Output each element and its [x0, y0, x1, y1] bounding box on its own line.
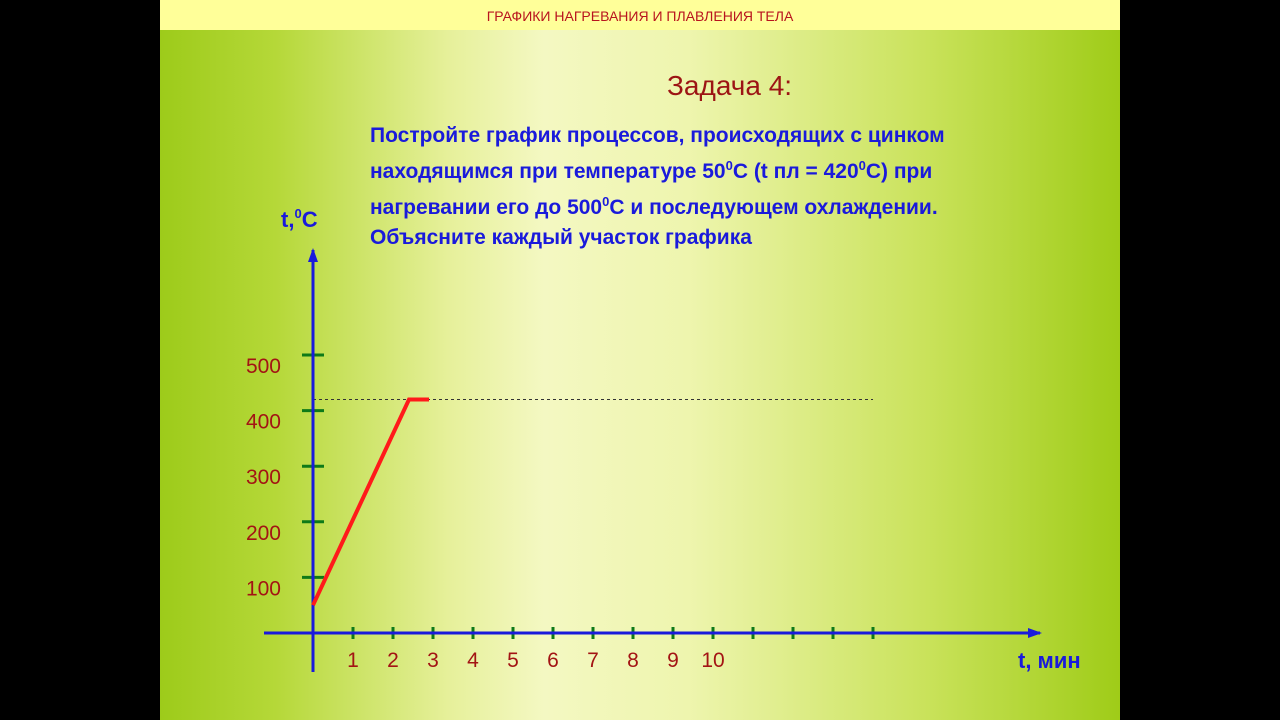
task-line-2-post: С) при: [865, 160, 933, 183]
x-tick-label-2: 2: [387, 649, 399, 672]
task-title: Задача 4:: [667, 70, 793, 101]
x-tick-label-9: 9: [667, 649, 679, 672]
x-tick-label-1: 1: [347, 649, 359, 672]
y-tick-label-500: 500: [246, 355, 281, 378]
series-line-0: [311, 397, 429, 607]
y-tick-label-200: 200: [246, 522, 281, 545]
x-axis-label: t, мин: [1018, 648, 1081, 673]
y-tick-label-300: 300: [246, 466, 281, 489]
task-text: Постройте график процессов, происходящих…: [370, 121, 1070, 253]
task-line-4: Объясните каждый участок графика: [370, 226, 752, 249]
x-tick-label-7: 7: [587, 649, 599, 672]
task-line-3-post: С и последующем охлаждении.: [609, 196, 938, 219]
task-line-3: нагревании его до 5000С и последующем ох…: [370, 187, 1070, 223]
x-tick-label-5: 5: [507, 649, 519, 672]
task-line-3-sup: 0: [602, 194, 610, 209]
x-tick-label-6: 6: [547, 649, 559, 672]
task-line-2: находящимся при температуре 500С (t пл =…: [370, 151, 1070, 187]
y-tick-label-100: 100: [246, 577, 281, 600]
task-line-2-mid: С (t пл = 420: [732, 160, 859, 183]
y-axis-label: t,0С: [281, 206, 318, 232]
task-line-2-pre: находящимся при температуре 50: [370, 160, 726, 183]
slide-header: ГРАФИКИ НАГРЕВАНИЯ И ПЛАВЛЕНИЯ ТЕЛА: [160, 0, 1120, 30]
x-tick-label-10: 10: [701, 649, 724, 672]
slide: ГРАФИКИ НАГРЕВАНИЯ И ПЛАВЛЕНИЯ ТЕЛА Зада…: [160, 0, 1120, 720]
task-line-1: Постройте график процессов, происходящих…: [370, 124, 945, 147]
x-tick-label-4: 4: [467, 649, 479, 672]
task-line-2-sup1: 0: [725, 158, 733, 173]
x-tick-label-3: 3: [427, 649, 439, 672]
task-line-2-sup2: 0: [858, 158, 866, 173]
x-tick-label-8: 8: [627, 649, 639, 672]
y-tick-label-400: 400: [246, 411, 281, 434]
task-line-3-pre: нагревании его до 500: [370, 196, 603, 219]
